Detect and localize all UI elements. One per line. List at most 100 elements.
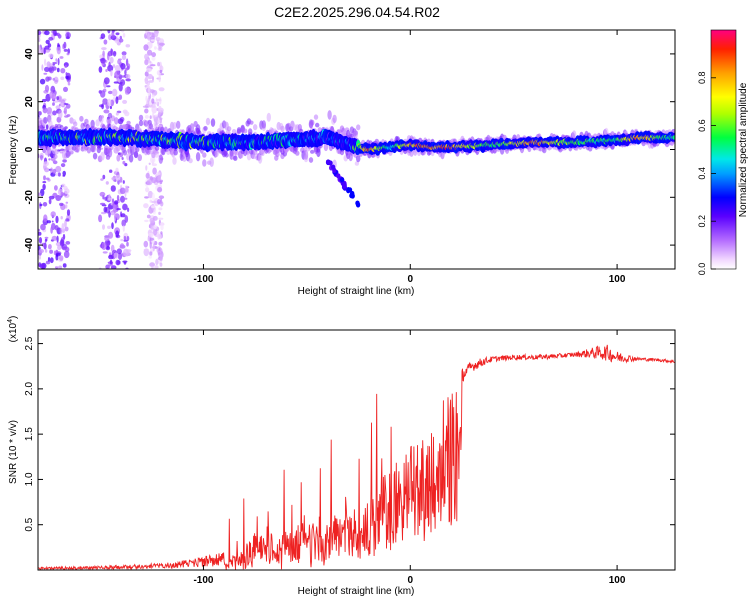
spectrogram-noise-cell <box>125 78 131 82</box>
spectrogram-noise-cell <box>56 269 59 276</box>
snr-frame <box>37 329 676 571</box>
spectrogram-noise-cell <box>121 157 124 160</box>
spectrogram-halo-cell <box>43 116 48 124</box>
spectrogram-noise-cell <box>119 152 124 158</box>
spectrogram-noise-cell <box>144 196 149 199</box>
spectrogram-noise-cell <box>157 186 163 193</box>
spectrogram-noise-cell <box>99 54 104 59</box>
spectrogram-noise-cell <box>100 57 106 64</box>
spectrogram-noise-cell <box>102 224 105 230</box>
spectrogram-noise-cell <box>116 271 119 275</box>
snr-xtick-label: 100 <box>609 575 626 586</box>
spectrogram-halo-cell <box>95 119 100 127</box>
spectrogram-noise-cell <box>38 44 41 48</box>
spectrogram-noise-cell <box>144 59 149 66</box>
spectrogram-noise-cell <box>59 202 64 206</box>
spectrogram-noise-cell <box>143 203 149 209</box>
spectrogram-noise-cell <box>105 246 111 251</box>
spectrogram-noise-cell <box>52 77 56 81</box>
spectrogram-noise-cell <box>48 36 54 41</box>
spectrogram-noise-cell <box>155 258 159 266</box>
spectrogram-noise-cell <box>108 210 111 218</box>
spectrogram-ytick-label: 0 <box>24 146 35 152</box>
spectrogram-noise-cell <box>151 23 157 29</box>
spectrogram-halo-cell <box>69 150 74 155</box>
spectrogram-halo-cell <box>39 152 44 161</box>
spectrogram-noise-cell <box>110 185 116 192</box>
spectrogram-noise-cell <box>38 192 42 196</box>
spectrogram-halo-cell <box>224 152 229 158</box>
spectrogram-halo-cell <box>107 112 113 119</box>
spectrogram-noise-cell <box>44 249 48 253</box>
spectrogram-noise-cell <box>60 68 66 74</box>
spectrogram-noise-cell <box>65 201 69 204</box>
spectrogram-noise-cell <box>158 217 164 220</box>
spectrogram-noise-cell <box>159 69 163 74</box>
spectrogram-noise-cell <box>123 235 127 241</box>
spectrogram-noise-cell <box>108 193 111 200</box>
spectrogram-noise-cell <box>122 33 126 38</box>
spectrogram-halo-cell <box>106 117 111 125</box>
colorbar-gradient <box>711 30 736 269</box>
spectrogram-noise-cell <box>67 82 71 86</box>
spectrogram-halo-cell <box>173 149 178 156</box>
spectrogram-noise-cell <box>63 86 68 92</box>
spectrogram-noise-cell <box>48 198 52 205</box>
spectrogram-noise-cell <box>159 118 162 124</box>
spectrogram-noise-cell <box>120 75 126 78</box>
spectrogram-noise-cell <box>115 208 122 211</box>
spectrogram-noise-cell <box>62 159 67 163</box>
spectrogram-noise-cell <box>66 52 70 56</box>
spectrogram-noise-cell <box>155 37 161 42</box>
spectrogram-noise-cell <box>37 26 42 29</box>
spectrogram-halo-cell <box>266 112 271 122</box>
spectrogram-noise-cell <box>42 183 46 191</box>
spectrogram-noise-cell <box>45 238 48 242</box>
spectrogram-halo-cell <box>295 150 300 156</box>
spectrogram-noise-cell <box>147 232 154 237</box>
spectrogram-noise-cell <box>125 44 131 48</box>
spectrogram-noise-cell <box>100 33 106 39</box>
spectrogram-halo-cell <box>327 110 332 120</box>
spectrogram-halo-cell <box>332 114 337 124</box>
spectrogram-noise-cell <box>98 214 103 223</box>
spectrogram-noise-cell <box>158 233 162 240</box>
spectrogram-halo-cell <box>253 124 258 131</box>
snr-xtick-label: 0 <box>407 575 413 586</box>
spectrogram-noise-cell <box>56 67 60 73</box>
spectrogram-halo-cell <box>260 149 265 157</box>
spectrogram-noise-cell <box>62 263 67 268</box>
spectrogram-noise-cell <box>124 215 129 223</box>
spectrogram-noise-cell <box>159 255 163 262</box>
spectrogram-noise-cell <box>158 241 163 246</box>
spectrogram-halo-cell <box>99 115 104 124</box>
spectrogram-halo-cell <box>122 149 128 156</box>
spectrogram-noise-cell <box>151 200 158 204</box>
spectrogram-noise-cell <box>54 79 58 83</box>
spectrogram-ytick-label: 20 <box>24 96 35 108</box>
snr-ytick-label: 1.5 <box>24 427 35 441</box>
spectrogram-cell <box>672 135 675 140</box>
snr-plot-area <box>38 330 675 570</box>
spectrogram-noise-cell <box>122 225 125 232</box>
spectrogram-branch-cell <box>342 182 347 188</box>
spectrogram-noise-cell <box>154 114 158 117</box>
spectrogram-branch-cell <box>339 177 345 183</box>
spectrogram-halo-cell <box>203 125 208 131</box>
spectrogram-noise-cell <box>113 252 119 259</box>
spectrogram-noise-cell <box>120 62 126 70</box>
spectrogram-halo-cell <box>73 121 78 127</box>
spectrogram-noise-cell <box>54 225 59 231</box>
spectrogram-noise-cell <box>104 235 110 242</box>
spectrogram-halo-cell <box>90 119 95 129</box>
spectrogram-noise-cell <box>112 51 117 57</box>
spectrogram-noise-cell <box>59 56 64 59</box>
spectrogram-noise-cell <box>144 108 149 114</box>
spectrogram-noise-cell <box>158 105 162 113</box>
spectrogram-noise-cell <box>54 185 58 191</box>
spectrogram-noise-cell <box>42 107 48 114</box>
spectrogram-halo-cell <box>356 155 361 163</box>
spectrogram-noise-cell <box>38 237 43 244</box>
spectrogram-noise-cell <box>56 235 59 243</box>
snr-scale-label: (x10 <box>8 322 19 342</box>
